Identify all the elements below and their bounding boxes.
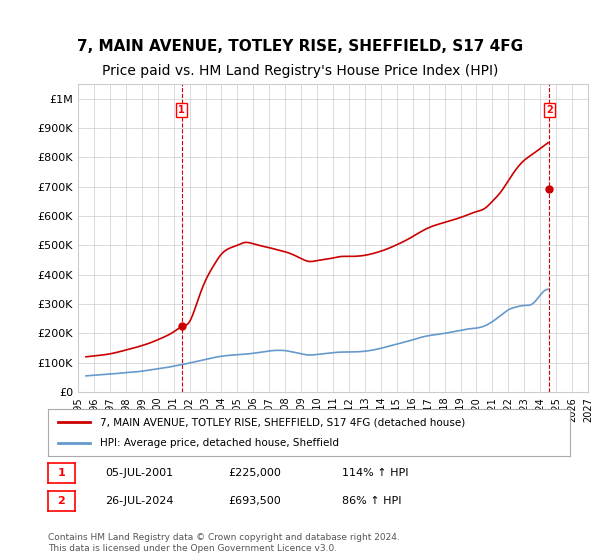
Text: Contains HM Land Registry data © Crown copyright and database right 2024.
This d: Contains HM Land Registry data © Crown c… <box>48 533 400 553</box>
Text: 114% ↑ HPI: 114% ↑ HPI <box>342 468 409 478</box>
Text: 7, MAIN AVENUE, TOTLEY RISE, SHEFFIELD, S17 4FG: 7, MAIN AVENUE, TOTLEY RISE, SHEFFIELD, … <box>77 39 523 54</box>
Text: 05-JUL-2001: 05-JUL-2001 <box>105 468 173 478</box>
Text: Price paid vs. HM Land Registry's House Price Index (HPI): Price paid vs. HM Land Registry's House … <box>102 64 498 78</box>
Text: £225,000: £225,000 <box>228 468 281 478</box>
Text: 7, MAIN AVENUE, TOTLEY RISE, SHEFFIELD, S17 4FG (detached house): 7, MAIN AVENUE, TOTLEY RISE, SHEFFIELD, … <box>100 417 466 427</box>
Text: £693,500: £693,500 <box>228 496 281 506</box>
Text: HPI: Average price, detached house, Sheffield: HPI: Average price, detached house, Shef… <box>100 438 339 448</box>
Text: 2: 2 <box>546 105 553 115</box>
Text: 26-JUL-2024: 26-JUL-2024 <box>105 496 173 506</box>
Text: 1: 1 <box>178 105 185 115</box>
Text: 1: 1 <box>58 468 65 478</box>
Text: 2: 2 <box>58 496 65 506</box>
Text: 86% ↑ HPI: 86% ↑ HPI <box>342 496 401 506</box>
